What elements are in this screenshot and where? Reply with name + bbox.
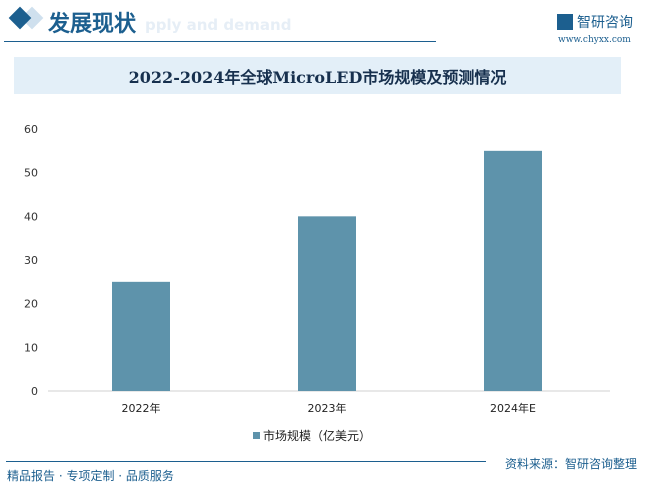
brand-url: www.chyxx.com bbox=[558, 35, 631, 45]
chart-title: 2022-2024年全球MicroLED市场规模及预测情况 bbox=[14, 57, 621, 94]
y-tick-label: 30 bbox=[24, 254, 38, 267]
bar bbox=[484, 150, 542, 391]
y-tick-label: 0 bbox=[31, 385, 38, 398]
bar bbox=[112, 281, 170, 391]
logo-icon bbox=[557, 14, 573, 30]
source-note: 资料来源：智研咨询整理 bbox=[505, 457, 638, 471]
y-tick-label: 60 bbox=[24, 123, 38, 136]
footer-divider bbox=[6, 461, 486, 462]
legend-label: 市场规模（亿美元） bbox=[263, 429, 372, 443]
footer-tagline: 精品报告 · 专项定制 · 品质服务 bbox=[7, 469, 174, 483]
y-tick-label: 20 bbox=[24, 298, 38, 311]
legend-swatch bbox=[253, 432, 260, 439]
header-ghost-text: pply and demand bbox=[145, 16, 292, 34]
header-divider bbox=[4, 41, 436, 42]
logo-text: 智研咨询 bbox=[577, 15, 633, 31]
bar bbox=[298, 216, 356, 391]
x-tick-label: 2023年 bbox=[308, 401, 347, 415]
x-tick-label: 2022年 bbox=[122, 401, 161, 415]
y-tick-label: 50 bbox=[24, 167, 38, 180]
brand-logo: 智研咨询 bbox=[557, 12, 633, 32]
section-title: 发展现状 bbox=[48, 11, 137, 37]
y-tick-label: 40 bbox=[24, 210, 38, 223]
legend: 市场规模（亿美元） bbox=[253, 427, 371, 444]
x-tick-label: 2024年E bbox=[490, 401, 536, 415]
y-tick-label: 10 bbox=[24, 341, 38, 354]
